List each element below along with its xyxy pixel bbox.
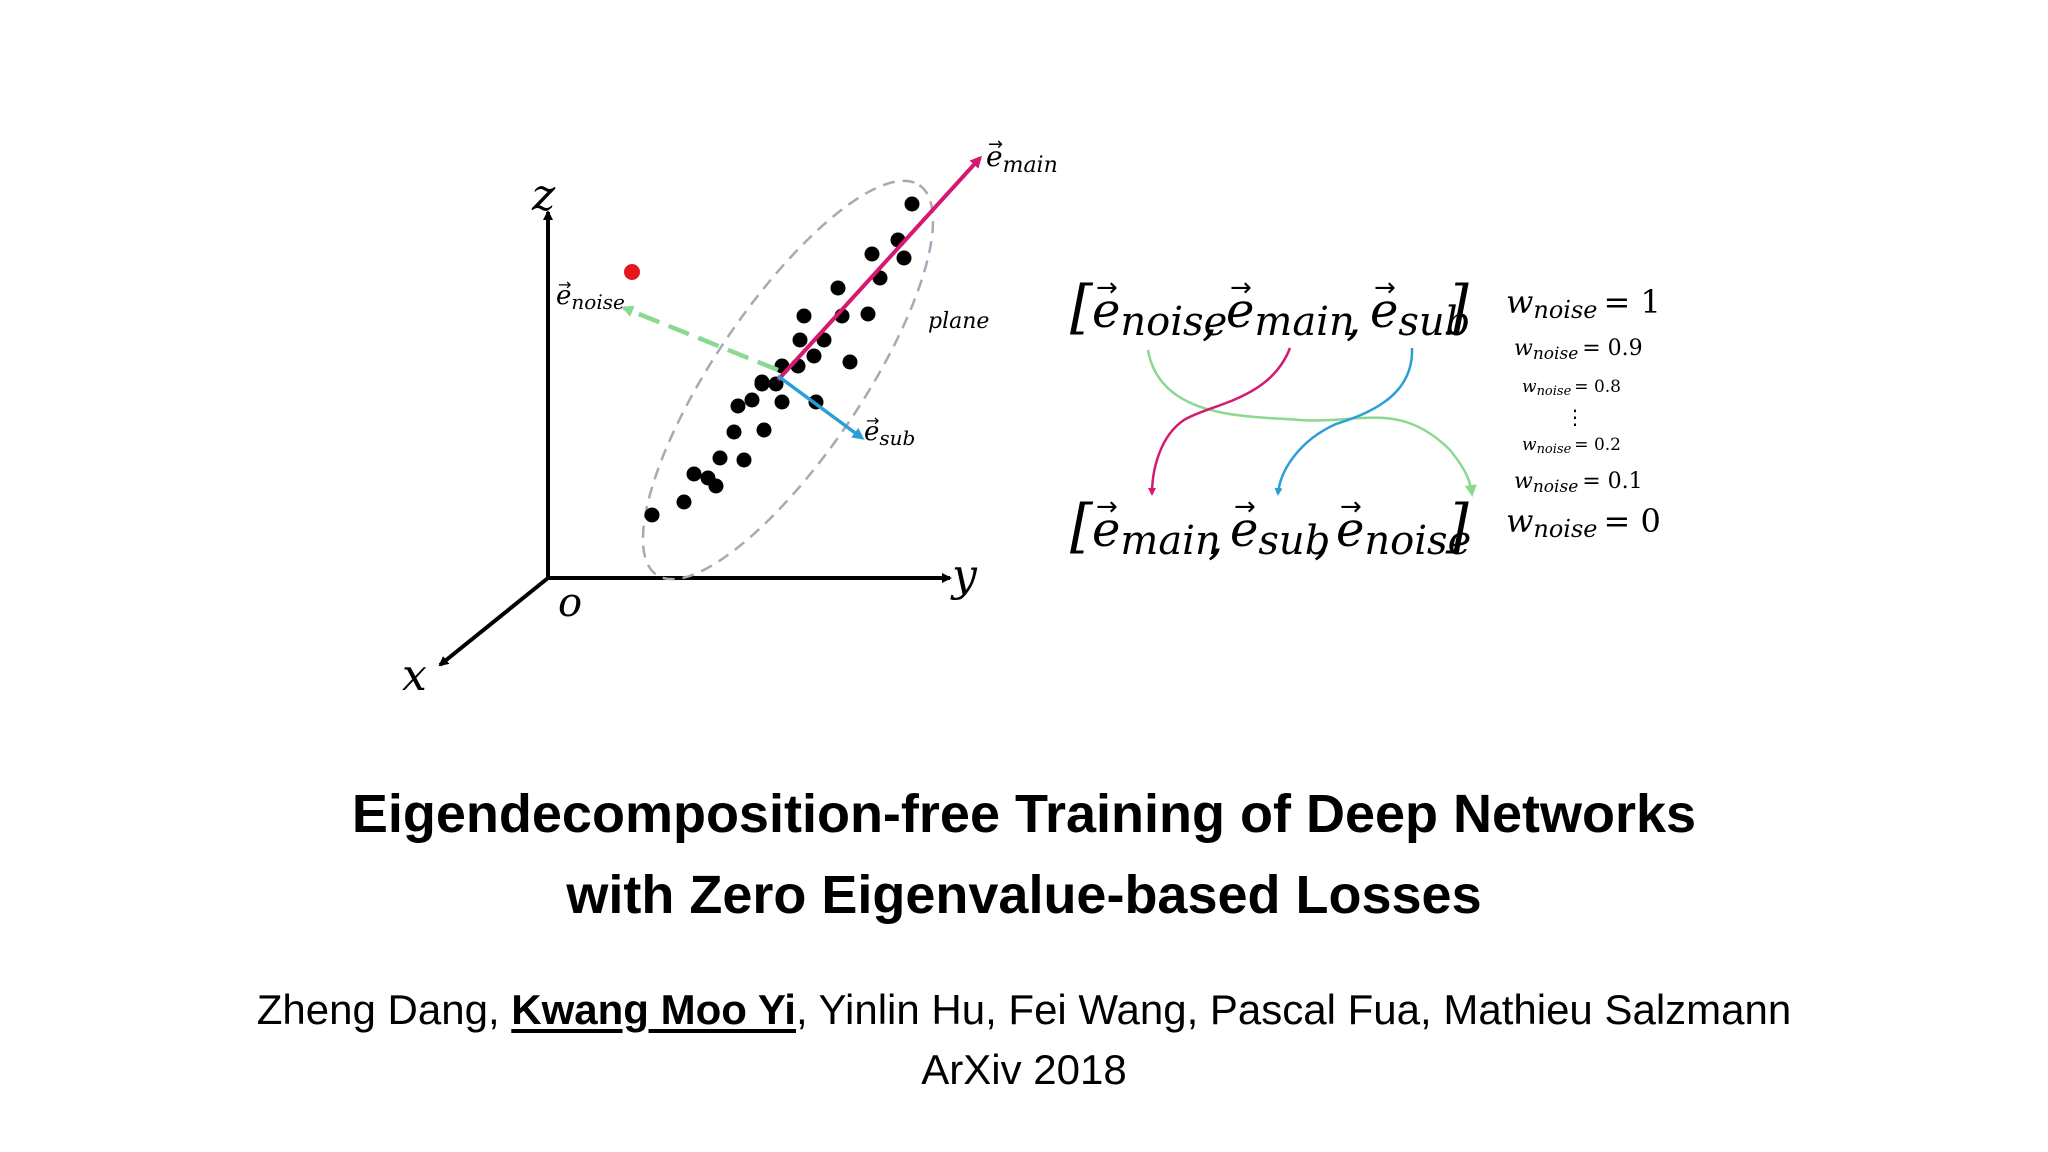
svg-text:→: → xyxy=(1340,492,1362,522)
data-point xyxy=(736,452,752,468)
svg-text:→: → xyxy=(988,134,1003,155)
svg-text:[: [ xyxy=(1070,492,1094,560)
data-point xyxy=(904,196,920,212)
data-point xyxy=(676,494,692,510)
e-sub-label: esub → xyxy=(864,411,915,450)
plane-label: plane xyxy=(928,309,989,334)
sub-swap-curve xyxy=(1274,347,1414,496)
svg-text:,: , xyxy=(1346,291,1361,347)
weights-column: wnoise = 1 wnoise = 0.9 wnoise = 0.8 ⋮ wnoi… xyxy=(1506,283,1661,543)
svg-text:[: [ xyxy=(1070,273,1094,341)
data-point xyxy=(842,354,858,370)
plane-ellipse xyxy=(641,179,935,581)
data-points xyxy=(644,196,920,523)
authors-after: , Yinlin Hu, Fei Wang, Pascal Fua, Mathi… xyxy=(795,986,1792,1033)
highlighted-author: Kwang Moo Yi xyxy=(511,986,796,1033)
venue: ArXiv 2018 xyxy=(921,1046,1127,1093)
svg-text:emain: emain xyxy=(1092,502,1221,564)
weight-ellipsis: ⋮ xyxy=(1565,405,1585,429)
data-point xyxy=(864,246,880,262)
title-line-2: with Zero Eigenvalue-based Losses xyxy=(566,865,1482,925)
x-axis xyxy=(438,576,550,667)
data-point xyxy=(792,332,808,348)
data-point xyxy=(644,507,660,523)
main-swap-curve xyxy=(1148,347,1292,496)
authors-before: Zheng Dang, xyxy=(256,986,512,1033)
svg-text:→: → xyxy=(866,411,879,430)
svg-text:esub: esub xyxy=(1230,502,1330,564)
origin-label: o xyxy=(558,580,582,626)
outlier-point xyxy=(624,264,640,280)
svg-text:emain: emain xyxy=(1226,283,1355,345)
x-axis-label: x xyxy=(402,650,427,701)
e-noise-label: enoise → xyxy=(556,275,625,314)
figure: z y x o plane xyxy=(402,134,1661,701)
svg-text:emain: emain xyxy=(986,140,1058,178)
axes: z y x o xyxy=(402,170,978,701)
svg-text:→: → xyxy=(558,275,571,294)
e-main-arrow xyxy=(776,155,983,382)
svg-text:,: , xyxy=(1314,510,1329,566)
title-line-1: Eigendecomposition-free Training of Deep… xyxy=(351,784,1697,844)
svg-text:esub: esub xyxy=(864,417,915,450)
weight-0.2: wnoise = 0.2 xyxy=(1522,435,1621,457)
e-sub-arrow xyxy=(776,374,865,440)
data-point xyxy=(744,392,760,408)
weight-0.9: wnoise = 0.9 xyxy=(1514,336,1643,364)
svg-text:→: → xyxy=(1096,273,1118,303)
data-point xyxy=(730,398,746,414)
weight-0.1: wnoise = 0.1 xyxy=(1514,469,1643,497)
data-point xyxy=(830,280,846,296)
data-point xyxy=(860,306,876,322)
e-noise-arrow xyxy=(621,305,779,373)
svg-text:→: → xyxy=(1234,492,1256,522)
data-point xyxy=(806,348,822,364)
data-point xyxy=(726,424,742,440)
weight-1: wnoise = 1 xyxy=(1506,283,1661,324)
svg-text:enoise: enoise xyxy=(556,281,625,314)
noise-swap-curve xyxy=(1146,349,1477,497)
data-point xyxy=(712,450,728,466)
data-point xyxy=(686,466,702,482)
data-point xyxy=(796,308,812,324)
svg-text:enoise: enoise xyxy=(1336,502,1471,564)
svg-text:]: ] xyxy=(1445,273,1469,341)
data-point xyxy=(754,374,770,390)
data-point xyxy=(774,394,790,410)
svg-text:→: → xyxy=(1096,492,1118,522)
svg-text:,: , xyxy=(1202,291,1217,347)
data-point xyxy=(756,422,772,438)
data-point xyxy=(708,478,724,494)
author-list: Zheng Dang, Kwang Moo Yi, Yinlin Hu, Fei… xyxy=(0,982,2048,1038)
bottom-vector-list: [ emain , esub , enoise ] → → → xyxy=(1070,492,1471,566)
weight-0.8: wnoise = 0.8 xyxy=(1522,377,1621,399)
svg-text:→: → xyxy=(1230,273,1252,303)
svg-text:enoise: enoise xyxy=(1092,283,1227,345)
data-point xyxy=(896,250,912,266)
e-main-label: emain → xyxy=(986,134,1058,178)
svg-text:esub: esub xyxy=(1370,283,1470,345)
z-axis-label: z xyxy=(531,170,556,221)
top-vector-list: [ enoise , emain , esub ] → → → xyxy=(1070,273,1470,347)
svg-text:,: , xyxy=(1208,510,1223,566)
svg-text:]: ] xyxy=(1445,492,1469,560)
y-axis-label: y xyxy=(950,550,978,601)
svg-text:→: → xyxy=(1374,273,1396,303)
weight-0: wnoise = 0 xyxy=(1506,502,1661,543)
